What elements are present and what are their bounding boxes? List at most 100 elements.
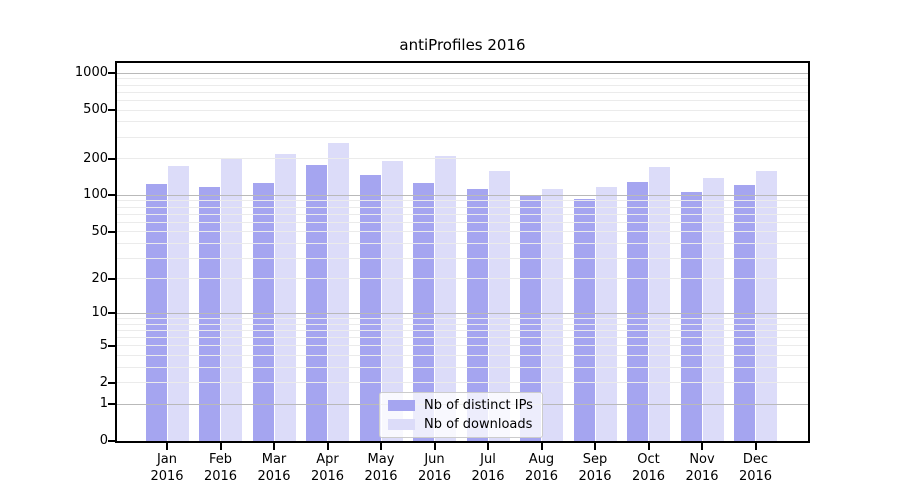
y-tick-mark bbox=[108, 344, 115, 347]
bar-distinct-ips-nov bbox=[680, 191, 702, 441]
legend-label-downloads: Nb of downloads bbox=[424, 416, 533, 432]
gridline-minor bbox=[117, 278, 808, 280]
y-axis-tick-label: 1 bbox=[99, 396, 108, 412]
chart-title: antiProfiles 2016 bbox=[399, 36, 526, 54]
bar-downloads-mar bbox=[274, 153, 296, 441]
gridline-minor bbox=[117, 323, 808, 325]
x-tick-mark bbox=[701, 443, 703, 450]
y-axis-tick-label: 100 bbox=[83, 187, 108, 203]
gridline-minor bbox=[117, 213, 808, 215]
bar-downloads-nov bbox=[702, 177, 724, 441]
plot-area bbox=[117, 63, 808, 441]
bar-downloads-jan bbox=[167, 165, 189, 441]
x-axis-tick-label: Dec 2016 bbox=[738, 452, 773, 484]
bar-downloads-apr bbox=[328, 143, 349, 441]
x-axis-tick-label: Jun 2016 bbox=[417, 452, 452, 484]
y-tick-mark bbox=[108, 109, 115, 112]
gridline-minor bbox=[117, 121, 808, 123]
y-axis-tick-label: 200 bbox=[83, 150, 108, 166]
x-tick-mark bbox=[540, 443, 543, 450]
gridline-minor bbox=[117, 366, 808, 368]
gridline-minor bbox=[117, 78, 808, 80]
gridline-minor bbox=[117, 136, 808, 138]
gridline-major bbox=[117, 194, 808, 196]
y-axis-tick-label: 20 bbox=[91, 270, 108, 286]
y-axis-tick-label: 2 bbox=[99, 374, 108, 390]
gridline-major bbox=[117, 72, 808, 74]
y-axis-tick-label: 10 bbox=[91, 305, 108, 321]
gridline-minor bbox=[117, 109, 808, 111]
legend-swatch-downloads bbox=[388, 419, 415, 430]
legend-swatch-distinct-ips bbox=[388, 400, 415, 411]
bar-distinct-ips-mar bbox=[252, 183, 274, 441]
x-tick-mark bbox=[380, 443, 382, 450]
bar-distinct-ips-feb bbox=[199, 187, 220, 441]
bar-distinct-ips-sep bbox=[573, 199, 595, 441]
x-axis-tick-label: Sep 2016 bbox=[578, 452, 612, 484]
y-axis-tick-label: 0 bbox=[99, 433, 108, 448]
bar-distinct-ips-jul bbox=[466, 188, 488, 441]
x-tick-mark bbox=[219, 443, 222, 450]
legend-item-distinct-ips: Nb of distinct IPs bbox=[388, 398, 534, 414]
y-tick-mark bbox=[108, 72, 115, 75]
y-axis-tick-label: 500 bbox=[83, 102, 108, 118]
y-tick-mark bbox=[108, 312, 115, 315]
x-tick-mark bbox=[647, 443, 650, 450]
bar-distinct-ips-jun bbox=[413, 182, 434, 441]
gridline-minor bbox=[117, 336, 808, 338]
x-tick-mark bbox=[273, 443, 275, 450]
y-tick-mark bbox=[108, 403, 115, 406]
gridline-minor bbox=[117, 317, 808, 319]
bar-downloads-sep bbox=[595, 187, 617, 441]
bar-downloads-oct bbox=[649, 167, 670, 441]
x-axis-tick-label: Mar 2016 bbox=[257, 452, 291, 484]
legend: Nb of distinct IPs Nb of downloads bbox=[379, 392, 543, 438]
x-tick-mark bbox=[594, 443, 596, 450]
gridline-major bbox=[117, 312, 808, 314]
gridline-minor bbox=[117, 231, 808, 233]
x-axis-tick-label: Aug 2016 bbox=[524, 452, 559, 484]
gridline-minor bbox=[117, 206, 808, 208]
bar-downloads-aug bbox=[542, 189, 563, 441]
y-axis-tick-label: 50 bbox=[91, 223, 108, 239]
gridline-minor bbox=[117, 91, 808, 93]
x-tick-mark bbox=[754, 443, 757, 450]
gridline-minor bbox=[117, 354, 808, 356]
y-tick-mark bbox=[108, 157, 115, 160]
gridline-minor bbox=[117, 242, 808, 244]
x-axis-tick-label: Nov 2016 bbox=[685, 452, 719, 484]
x-axis-tick-label: Jul 2016 bbox=[471, 452, 505, 484]
bar-distinct-ips-jan bbox=[145, 184, 167, 441]
bar-downloads-jun bbox=[435, 155, 456, 441]
bar-downloads-may bbox=[381, 160, 403, 441]
y-axis-tick-label: 1000 bbox=[74, 65, 108, 81]
x-axis-tick-label: Feb 2016 bbox=[203, 452, 238, 484]
gridline-minor bbox=[117, 84, 808, 86]
y-tick-mark bbox=[108, 277, 115, 280]
x-axis-tick-label: Jan 2016 bbox=[150, 452, 184, 484]
legend-label-distinct-ips: Nb of distinct IPs bbox=[424, 397, 533, 413]
gridline-minor bbox=[117, 257, 808, 259]
y-tick-mark bbox=[108, 440, 115, 442]
x-tick-mark bbox=[326, 443, 329, 450]
gridline-minor bbox=[117, 99, 808, 101]
x-tick-mark bbox=[433, 443, 436, 450]
x-tick-mark bbox=[487, 443, 489, 450]
x-axis-tick-label: May 2016 bbox=[364, 452, 398, 484]
y-tick-mark bbox=[108, 381, 115, 384]
gridline-minor bbox=[117, 221, 808, 223]
gridline-minor bbox=[117, 329, 808, 331]
bar-downloads-dec bbox=[756, 171, 777, 441]
legend-item-downloads: Nb of downloads bbox=[388, 417, 534, 433]
y-tick-mark bbox=[108, 194, 115, 197]
bar-distinct-ips-apr bbox=[306, 164, 327, 441]
gridline-minor bbox=[117, 382, 808, 384]
bar-downloads-feb bbox=[221, 157, 242, 441]
gridline-minor bbox=[117, 200, 808, 202]
x-axis-tick-label: Apr 2016 bbox=[310, 452, 345, 484]
gridline-minor bbox=[117, 158, 808, 160]
bar-distinct-ips-oct bbox=[627, 181, 648, 441]
bar-downloads-jul bbox=[488, 171, 510, 441]
x-tick-mark bbox=[166, 443, 168, 450]
